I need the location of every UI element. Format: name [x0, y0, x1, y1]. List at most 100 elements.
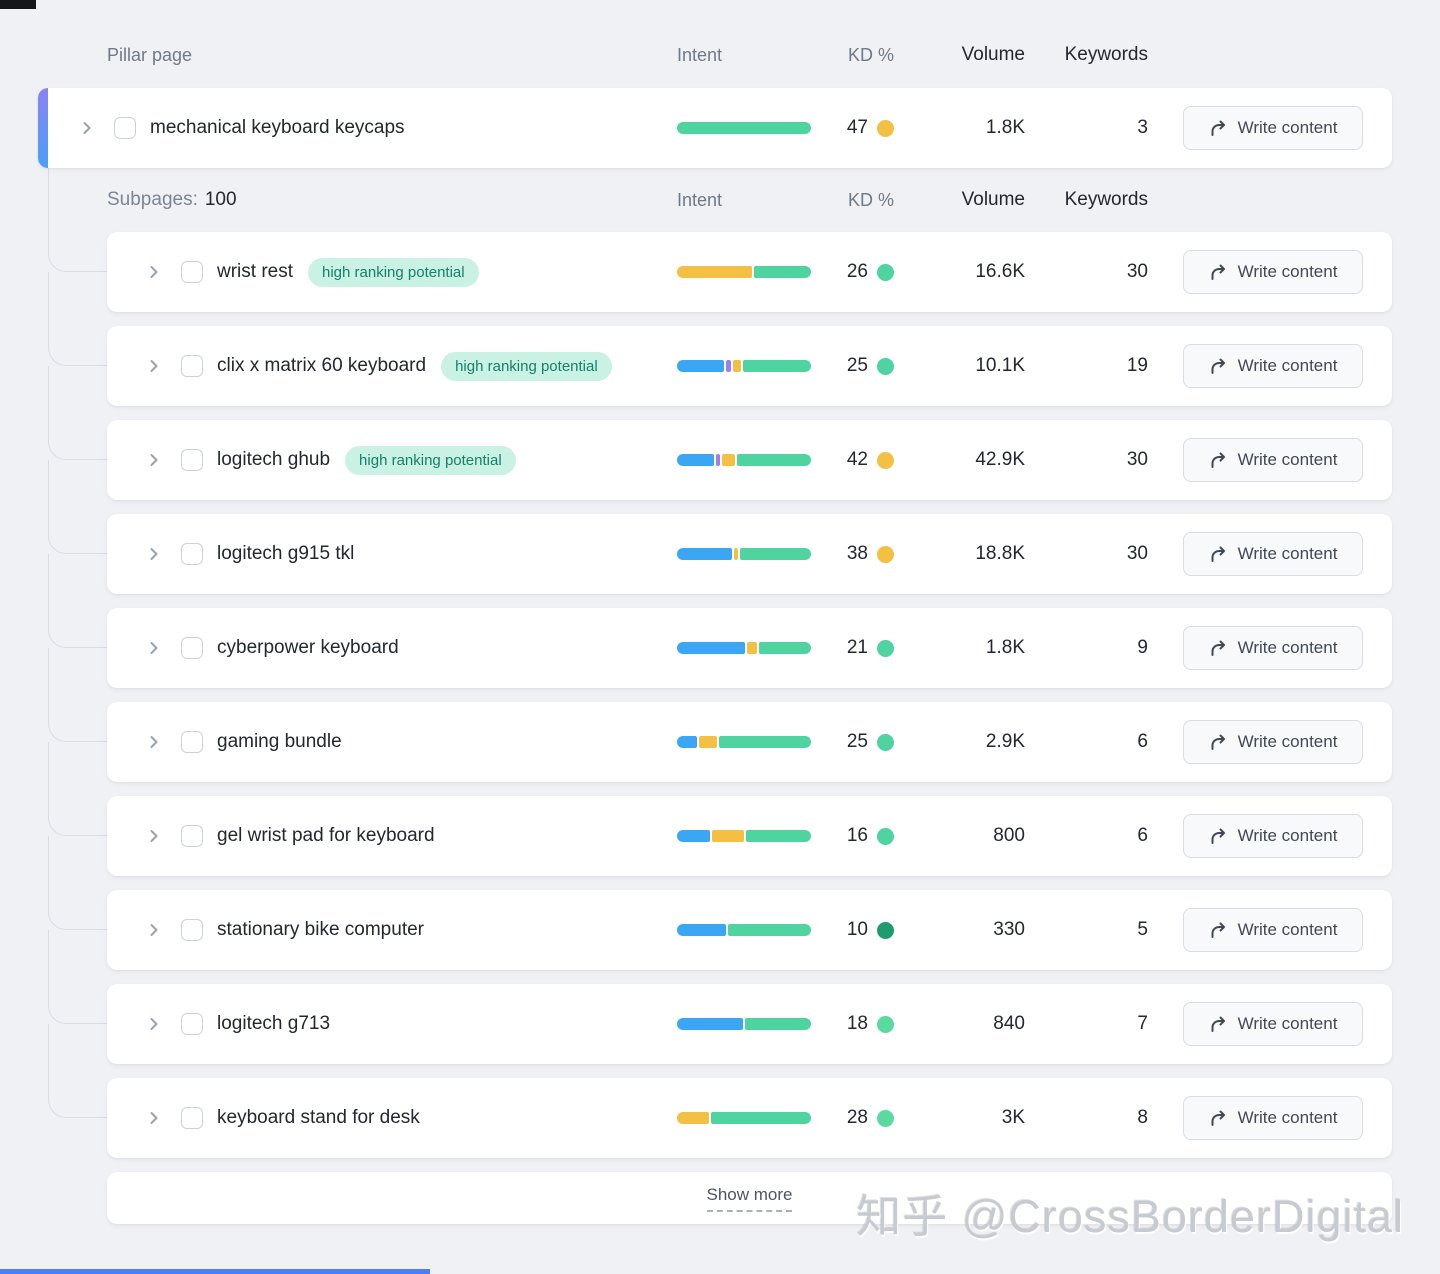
keywords-value: 5 [1137, 919, 1148, 940]
subpage-title: keyboard stand for desk [217, 1107, 420, 1128]
row-checkbox[interactable] [181, 543, 203, 565]
tree-elbow-connector [48, 742, 107, 836]
expand-chevron-icon[interactable] [145, 639, 163, 657]
action-cell: Write content [1148, 626, 1392, 670]
kd-value: 10 [846, 919, 868, 940]
intent-bar [677, 548, 811, 560]
intent-segment-yellow [677, 1112, 709, 1124]
subpages-count-label: Subpages: 100 [107, 189, 677, 211]
intent-segment-yellow [698, 736, 717, 748]
row-checkbox[interactable] [181, 637, 203, 659]
intent-header: Intent [677, 189, 723, 210]
volume-value: 840 [993, 1013, 1025, 1034]
intent-bar [677, 830, 811, 842]
row-checkbox[interactable] [181, 731, 203, 753]
expand-chevron-icon[interactable] [78, 119, 96, 137]
show-more-button[interactable]: Show more [706, 1185, 793, 1212]
subpage-main-cell: clix x matrix 60 keyboard high ranking p… [107, 351, 677, 381]
expand-chevron-icon[interactable] [145, 921, 163, 939]
kd-value: 16 [846, 825, 868, 846]
intent-bar [677, 122, 811, 134]
intent-bar [677, 360, 811, 372]
write-content-button[interactable]: Write content [1183, 626, 1363, 670]
action-cell: Write content [1148, 1002, 1392, 1046]
write-content-button[interactable]: Write content [1183, 1096, 1363, 1140]
row-checkbox[interactable] [181, 261, 203, 283]
keywords-header: Keywords [1064, 44, 1148, 65]
subpage-row: stationary bike computer 10 330 5 Write … [107, 890, 1392, 970]
write-content-button[interactable]: Write content [1183, 344, 1363, 388]
expand-chevron-icon[interactable] [145, 827, 163, 845]
subpage-main-cell: gaming bundle [107, 731, 677, 753]
subpage-rows: wrist rest high ranking potential 26 16.… [38, 232, 1392, 1158]
kd-value: 28 [846, 1107, 868, 1128]
intent-segment-yellow [733, 360, 742, 372]
keywords-value: 6 [1137, 731, 1148, 752]
row-checkbox[interactable] [181, 919, 203, 941]
subpage-title: gaming bundle [217, 731, 342, 752]
row-checkbox[interactable] [181, 355, 203, 377]
expand-chevron-icon[interactable] [145, 545, 163, 563]
intent-segment-green [677, 122, 811, 134]
expand-chevron-icon[interactable] [145, 1015, 163, 1033]
subpages-count: 100 [204, 189, 237, 210]
pillar-checkbox[interactable] [114, 117, 136, 139]
row-checkbox[interactable] [181, 1013, 203, 1035]
pillar-page-header: Pillar page [107, 44, 193, 65]
write-content-label: Write content [1237, 544, 1338, 563]
write-content-button[interactable]: Write content [1183, 438, 1363, 482]
intent-bar [677, 736, 811, 748]
intent-cell [677, 1112, 811, 1124]
intent-segment-green [727, 924, 811, 936]
forward-arrow-icon [1211, 1016, 1225, 1032]
intent-segment-green [759, 642, 811, 654]
ranking-potential-badge: high ranking potential [441, 351, 612, 381]
kd-value: 42 [846, 449, 868, 470]
kd-difficulty-dot [877, 733, 894, 751]
expand-chevron-icon[interactable] [145, 357, 163, 375]
keywords-value: 8 [1137, 1107, 1148, 1128]
intent-cell [677, 736, 811, 748]
intent-segment-green [745, 1018, 811, 1030]
kd-cell: 47 [811, 117, 894, 139]
action-cell: Write content [1148, 908, 1392, 952]
intent-cell [677, 548, 811, 560]
write-content-button[interactable]: Write content [1183, 1002, 1363, 1046]
write-content-label: Write content [1237, 118, 1338, 137]
kd-header: KD % [847, 44, 894, 65]
write-content-button[interactable]: Write content [1183, 532, 1363, 576]
row-checkbox[interactable] [181, 1107, 203, 1129]
intent-segment-green [739, 548, 811, 560]
action-cell: Write content [1148, 438, 1392, 482]
keywords-value: 30 [1126, 543, 1148, 564]
write-content-button[interactable]: Write content [1183, 908, 1363, 952]
intent-segment-blue [677, 548, 732, 560]
volume-value: 18.8K [975, 543, 1025, 564]
pillar-header-row: Pillar page Intent KD % Volume Keywords [107, 40, 1392, 70]
tree-elbow-connector [48, 168, 107, 272]
kd-value: 47 [846, 117, 868, 138]
expand-chevron-icon[interactable] [145, 1109, 163, 1127]
intent-bar [677, 454, 811, 466]
expand-chevron-icon[interactable] [145, 263, 163, 281]
tree-elbow-connector [48, 648, 107, 742]
row-checkbox[interactable] [181, 449, 203, 471]
write-content-button[interactable]: Write content [1183, 720, 1363, 764]
kd-value: 25 [846, 731, 868, 752]
expand-chevron-icon[interactable] [145, 451, 163, 469]
forward-arrow-icon [1211, 828, 1225, 844]
write-content-button[interactable]: Write content [1183, 106, 1363, 150]
subpages-label: Subpages: [107, 189, 198, 210]
write-content-button[interactable]: Write content [1183, 814, 1363, 858]
kd-header: KD % [847, 189, 894, 210]
expand-chevron-icon[interactable] [145, 733, 163, 751]
intent-segment-blue [677, 924, 726, 936]
intent-segment-green [736, 454, 811, 466]
intent-segment-blue [677, 454, 715, 466]
pillar-main-cell: mechanical keyboard keycaps [38, 117, 677, 139]
kd-difficulty-dot [877, 119, 894, 137]
kd-cell: 38 [811, 543, 894, 565]
write-content-button[interactable]: Write content [1183, 250, 1363, 294]
subpage-row: keyboard stand for desk 28 3K 8 Write co… [107, 1078, 1392, 1158]
row-checkbox[interactable] [181, 825, 203, 847]
